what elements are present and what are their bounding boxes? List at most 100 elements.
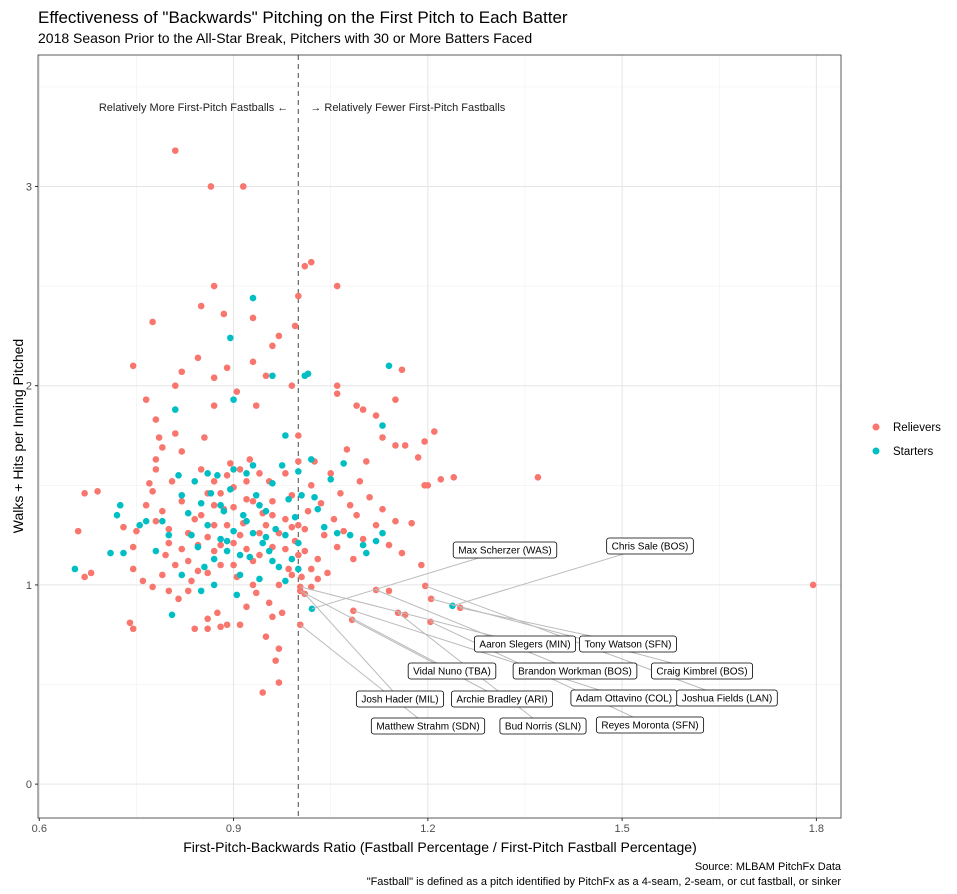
point-relievers: [304, 507, 312, 515]
point-starters: [295, 565, 302, 573]
point-relievers: [307, 482, 315, 489]
point-relievers: [262, 633, 270, 641]
point-starters: [379, 422, 386, 429]
point-relievers: [301, 547, 309, 555]
point-starters: [272, 525, 279, 533]
point-relievers: [269, 511, 276, 519]
point-relievers: [278, 609, 286, 617]
point-relievers: [809, 581, 817, 589]
point-relievers: [385, 541, 393, 549]
point-starters: [282, 531, 289, 539]
x-tick-label: 1.2: [420, 823, 435, 835]
point-starters: [220, 507, 228, 515]
pitcher-label-text: Reyes Moronta (SFN): [601, 721, 698, 732]
point-relievers: [269, 613, 276, 621]
point-starters: [314, 505, 322, 513]
point-relievers: [337, 489, 344, 497]
point-relievers: [129, 543, 137, 551]
label-leader-line: [300, 586, 526, 645]
point-starters: [175, 472, 182, 479]
point-starters: [249, 529, 257, 537]
point-relievers: [152, 466, 160, 473]
point-relievers: [184, 557, 192, 565]
pitcher-label-text: Vidal Nuno (TBA): [413, 667, 491, 678]
point-starters: [116, 501, 124, 509]
point-starters: [107, 549, 114, 557]
label-leader-line: [375, 589, 576, 672]
point-starters: [214, 472, 221, 479]
point-relievers: [288, 571, 296, 579]
point-starters: [359, 541, 367, 549]
point-relievers: [129, 362, 137, 370]
point-relievers: [314, 555, 322, 563]
point-relievers: [165, 539, 173, 547]
point-relievers: [372, 412, 380, 419]
point-relievers: [288, 382, 296, 389]
point-starters: [227, 334, 234, 342]
pitcher-label-text: Brandon Workman (BOS): [518, 667, 632, 678]
pitcher-label: Aaron Slegers (MIN): [474, 635, 576, 653]
point-relievers: [243, 545, 250, 553]
point-relievers: [197, 302, 205, 310]
pitcher-label-text: Craig Kimbrel (BOS): [656, 667, 747, 678]
point-starters: [217, 535, 224, 543]
point-relievers: [236, 531, 244, 539]
pitcher-label: Archie Bradley (ARI): [451, 690, 553, 708]
point-relievers: [243, 603, 250, 611]
point-relievers: [81, 573, 88, 581]
point-starters: [363, 549, 370, 557]
point-starters: [307, 456, 315, 463]
point-relievers: [191, 625, 199, 633]
label-leader-line: [311, 549, 506, 610]
point-relievers: [401, 442, 409, 449]
point-relievers: [230, 561, 237, 569]
point-starters: [262, 533, 270, 541]
point-starters: [236, 551, 244, 559]
point-relievers: [275, 645, 283, 652]
label-leader-line: [452, 545, 651, 607]
point-relievers: [252, 589, 260, 597]
pitcher-label-box: [676, 689, 778, 707]
point-relievers: [275, 679, 283, 686]
point-relievers: [217, 541, 224, 549]
pitcher-label: Bud Norris (SLN): [499, 717, 587, 735]
point-starters: [262, 507, 270, 515]
legend-key-starters: [872, 447, 880, 455]
point-starters: [191, 478, 199, 485]
point-relievers: [220, 310, 228, 318]
point-relievers: [262, 521, 270, 529]
pitcher-label: Josh Hader (MIL): [355, 690, 445, 708]
point-relievers: [398, 366, 406, 374]
point-starters: [184, 509, 192, 517]
point-relievers: [171, 430, 179, 437]
point-starters: [142, 517, 150, 525]
point-starters: [227, 485, 234, 493]
caption-definition: "Fastball" is defined as a pitch identif…: [367, 876, 842, 888]
point-starters: [282, 432, 289, 439]
point-relievers: [282, 545, 289, 553]
point-relievers: [392, 517, 399, 525]
point-relievers: [392, 442, 399, 449]
point-relievers: [259, 689, 267, 696]
point-starters: [188, 531, 195, 539]
point-relievers: [333, 543, 341, 551]
point-starters: [159, 517, 166, 525]
point-starters: [201, 563, 208, 571]
point-starters: [230, 396, 237, 403]
point-relievers: [214, 609, 221, 617]
point-relievers: [379, 505, 386, 513]
point-starters: [265, 547, 273, 555]
point-starters: [346, 531, 354, 539]
point-relievers: [320, 531, 328, 539]
point-starters: [320, 523, 328, 531]
point-starters: [194, 543, 202, 551]
point-relievers: [307, 258, 315, 266]
point-starters: [269, 372, 276, 380]
point-starters: [210, 581, 218, 589]
point-relievers: [120, 523, 127, 531]
point-relievers: [272, 657, 279, 664]
point-starters: [295, 468, 302, 475]
point-relievers: [269, 497, 276, 505]
point-relievers: [223, 364, 231, 372]
